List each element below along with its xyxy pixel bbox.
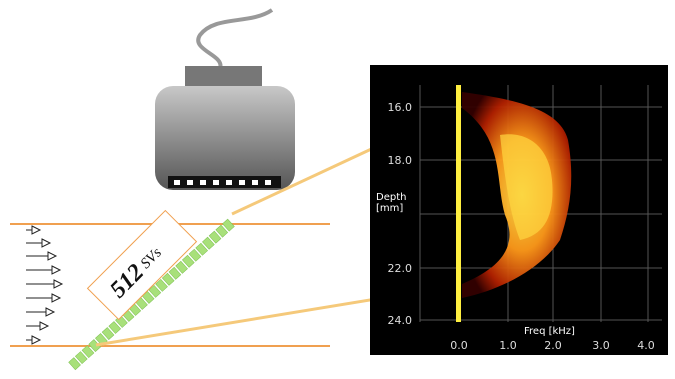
flow-arrows <box>26 226 62 344</box>
x-tick-label: 1.0 <box>499 339 517 352</box>
x-tick-label: 0.0 <box>450 339 468 352</box>
spectrogram: 16.0 18.0 22.0 24.0 Depth[mm] Freq [kHz]… <box>370 65 668 355</box>
y-tick-label: 16.0 <box>388 101 413 114</box>
y-tick-label: 18.0 <box>388 154 413 167</box>
x-axis-label: Freq [kHz] <box>524 326 575 337</box>
x-tick-label: 4.0 <box>637 339 655 352</box>
y-tick-label: 22.0 <box>388 262 413 275</box>
y-tick-label: 24.0 <box>388 314 413 327</box>
x-tick-label: 2.0 <box>544 339 562 352</box>
x-tick-label: 3.0 <box>592 339 610 352</box>
probe <box>155 10 295 190</box>
diagram: 512 SVs 16.0 18.0 22.0 24.0 Depth[mm] Fr… <box>0 0 675 379</box>
y-axis-label: Depth[mm] <box>376 192 406 214</box>
